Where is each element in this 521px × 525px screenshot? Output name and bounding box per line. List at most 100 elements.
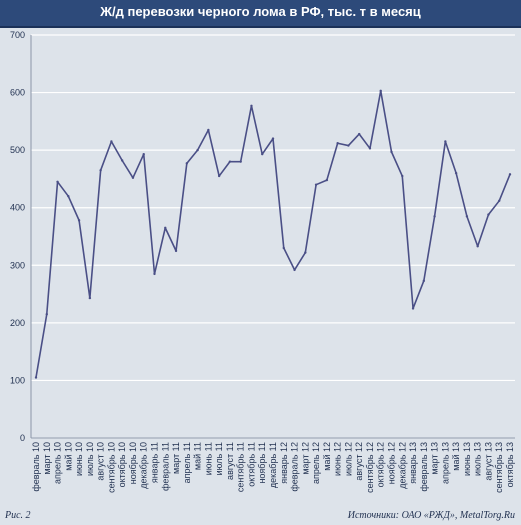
data-point (454, 171, 458, 175)
data-point (164, 226, 167, 230)
data-point (196, 148, 199, 152)
source-note: Источники: ОАО «РЖД», MetalTorg.Ru (347, 510, 515, 521)
data-point (465, 215, 469, 218)
data-point (336, 142, 339, 145)
x-tick-label: декабрь 12 (397, 442, 407, 489)
data-point (45, 313, 48, 316)
x-tick-label: ноябрь 10 (128, 442, 138, 484)
x-tick-label: май 10 (63, 442, 73, 471)
data-point (110, 140, 113, 143)
footer: Рис. 2 Источники: ОАО «РЖД», MetalTorg.R… (0, 507, 521, 525)
x-tick-label: ноябрь 12 (387, 442, 397, 484)
x-tick-label: август 12 (354, 442, 364, 481)
data-point (476, 245, 479, 248)
data-point (325, 178, 329, 182)
y-tick-label: 700 (10, 30, 25, 40)
x-tick-label: апрель 13 (440, 442, 450, 484)
data-point (131, 176, 135, 179)
data-point (77, 219, 81, 222)
x-tick-label: июнь 12 (333, 442, 343, 476)
title-bar: Ж/д перевозки черного лома в РФ, тыс. т … (0, 0, 521, 28)
y-tick-label: 100 (10, 375, 25, 385)
x-tick-label: май 12 (322, 442, 332, 471)
x-tick-label: июль 13 (473, 442, 483, 476)
x-tick-label: ноябрь 11 (257, 442, 267, 484)
data-point (228, 160, 232, 163)
data-point (34, 376, 38, 379)
y-tick-label: 0 (20, 433, 25, 443)
x-tick-label: сентябрь 13 (494, 442, 504, 493)
data-point (444, 140, 447, 143)
x-tick-label: февраль 13 (419, 442, 429, 492)
data-point (99, 169, 102, 172)
x-tick-label: апрель 10 (53, 442, 63, 484)
plot-area: 0 100 200 300 400 500 600 700 февраль 10 март 10 а… (0, 28, 521, 502)
data-point (207, 128, 210, 132)
data-point (379, 89, 382, 93)
data-point (153, 272, 156, 276)
x-tick-label: январь 12 (279, 442, 289, 484)
data-point (401, 174, 404, 178)
x-tick-label: декабрь 10 (139, 442, 149, 489)
data-point (498, 199, 501, 203)
data-point (185, 162, 189, 165)
x-tick-label: июль 11 (214, 442, 224, 475)
data-point (411, 307, 415, 310)
data-point (261, 152, 264, 156)
x-tick-label: сентябрь 12 (365, 442, 375, 493)
data-point (217, 174, 221, 178)
data-point (433, 215, 436, 218)
x-tick-label: май 13 (451, 442, 461, 471)
x-tick-label: октябрь 10 (117, 442, 127, 487)
x-tick-label: август 10 (96, 442, 106, 481)
x-tick-label: февраль 12 (290, 442, 300, 492)
data-point (174, 249, 178, 253)
x-tick-label: апрель 11 (182, 442, 192, 483)
data-point (368, 147, 372, 150)
x-tick-label: июль 12 (343, 442, 353, 476)
figure-label: Рис. 2 (5, 510, 31, 521)
data-point (487, 213, 490, 216)
y-tick-label: 400 (10, 203, 25, 213)
data-point (271, 137, 275, 140)
x-tick-label: октябрь 13 (505, 442, 515, 487)
x-tick-label: февраль 11 (160, 442, 170, 491)
x-tick-label: сентябрь 10 (106, 442, 116, 493)
data-point (250, 104, 253, 108)
data-point (304, 251, 307, 254)
data-point (508, 173, 512, 176)
x-tick-label: январь 11 (150, 442, 160, 483)
x-tick-label: декабрь 11 (268, 442, 278, 488)
x-tick-label: март 12 (300, 442, 310, 475)
data-point (88, 296, 92, 300)
data-point (293, 268, 296, 272)
x-tick-label: апрель 12 (311, 442, 321, 484)
y-tick-label: 600 (10, 88, 25, 98)
data-point (314, 183, 318, 186)
x-tick-label: март 11 (171, 442, 181, 474)
data-point (56, 180, 59, 184)
y-tick-label: 500 (10, 145, 25, 155)
x-tick-label: октябрь 11 (246, 442, 256, 487)
x-tick-label: февраль 10 (31, 442, 41, 492)
data-point (422, 279, 426, 283)
data-point (357, 132, 361, 136)
x-tick-label: июнь 11 (203, 442, 213, 475)
data-point (239, 160, 242, 163)
y-tick-label: 300 (10, 260, 25, 270)
data-point (347, 144, 350, 147)
x-tick-label: октябрь 12 (376, 442, 386, 487)
x-tick-label: сентябрь 11 (236, 442, 246, 492)
x-tick-label: март 10 (42, 442, 52, 475)
data-point (390, 150, 393, 154)
x-tick-label: март 13 (430, 442, 440, 475)
y-tick-label: 200 (10, 318, 25, 328)
x-tick-label: июнь 10 (74, 442, 84, 476)
data-point (120, 159, 124, 162)
x-tick-label: май 11 (193, 442, 203, 470)
plot-background (31, 35, 515, 438)
x-tick-label: июнь 13 (462, 442, 472, 476)
x-tick-label: июль 10 (85, 442, 95, 476)
